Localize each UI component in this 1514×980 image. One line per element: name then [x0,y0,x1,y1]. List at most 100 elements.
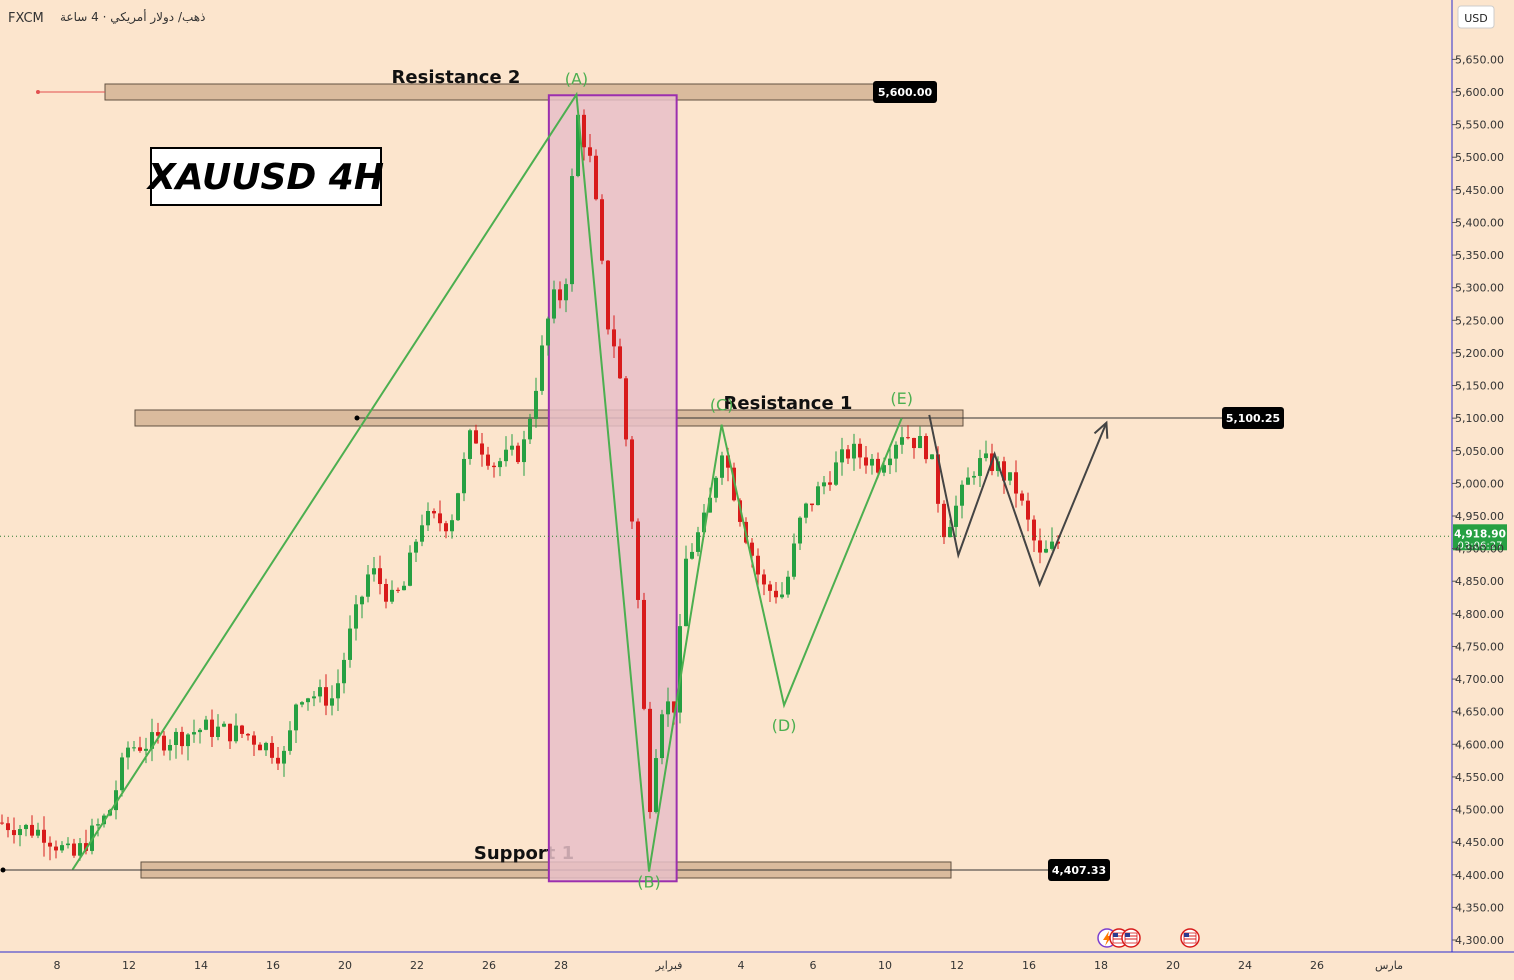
candle [216,714,220,741]
candle [666,687,670,727]
candle-body [270,742,274,758]
candle-body [0,822,4,824]
time-tick-label: 12 [122,959,136,972]
candle [828,471,832,491]
price-tick-label: 5,650.00 [1455,53,1504,66]
candle [282,746,286,777]
candle-body [378,568,382,585]
candle [858,438,862,469]
candle [306,697,310,711]
candle [1026,492,1030,532]
candle [210,709,214,747]
candle-body [564,284,568,301]
candle [486,446,490,470]
candle-body [948,526,952,538]
price-tick-label: 4,350.00 [1455,901,1504,914]
candle-body [684,558,688,627]
candle-body [816,486,820,506]
event-icons[interactable] [1097,928,1200,948]
currency-selector[interactable] [1457,5,1495,29]
zone-price-tag-text: 4,407.33 [1052,864,1106,877]
zone-label: Resistance 2 [392,67,521,88]
candle [324,674,328,716]
price-tick-label: 4,950.00 [1455,510,1504,523]
candle-body [252,735,256,745]
symbol-description: ذهب/ دولار أمريكي · 4 ساعة [60,9,205,25]
candle-body [642,599,646,709]
candle [294,703,298,743]
candle-body [330,698,334,706]
candle-body [900,437,904,445]
candle [366,565,370,603]
candle [840,437,844,476]
time-tick-label: 8 [54,959,61,972]
candle [564,278,568,313]
candle [534,377,538,428]
candle-body [534,390,538,419]
candle-body [600,199,604,261]
candle [552,280,556,324]
candle [450,514,454,539]
candle-body [918,436,922,449]
candle [384,578,388,609]
candle-body [324,687,328,706]
time-tick-label: 10 [878,959,892,972]
candle [1050,527,1054,551]
candle-body [588,147,592,156]
candle [300,701,304,708]
price-tick-label: 4,650.00 [1455,706,1504,719]
candle-body [468,430,472,459]
candle [822,476,826,495]
currency-label[interactable]: USD [1464,12,1488,25]
candle-body [360,596,364,605]
current-price-tag [1453,524,1507,551]
candle [966,467,970,485]
candle-body [222,723,226,727]
us-flag-icon[interactable] [1121,928,1141,948]
candle [408,545,412,587]
candle [1044,540,1048,554]
candle-body [264,742,268,751]
us-flag-icon[interactable] [1180,928,1200,948]
candle-body [858,443,862,458]
candle-body [690,551,694,559]
candle [132,741,136,752]
time-axis: 8 12 14 16 20 22 26 28 فبراير 4 6 10 12 16 18 20 24 26 مار… [0,951,1514,972]
candle [180,726,184,755]
price-tick-label: 4,450.00 [1455,836,1504,849]
candle [396,587,400,594]
candle [606,259,610,335]
candle [1008,472,1012,486]
candle-body [930,454,934,460]
candle-body [336,683,340,699]
candle-body [36,829,40,836]
candle-body [558,289,562,301]
candle-body [492,465,496,468]
time-tick-label: 20 [1166,959,1180,972]
candle-body [300,702,304,705]
candle [792,533,796,580]
time-tick-label: 4 [738,959,745,972]
candle-body [924,436,928,460]
candle-body [792,543,796,577]
candle [516,442,520,464]
candle [612,315,616,359]
candle [636,518,640,609]
candle-body [966,477,970,485]
candle-body [876,458,880,473]
candle [438,500,442,532]
candle-body [390,589,394,602]
candle-body [648,708,652,813]
candle-body [444,523,448,532]
chart-title-box: XAUUSD 4H [146,147,384,206]
candle-body [204,719,208,730]
candle [468,428,472,465]
candle [312,690,316,707]
candle [1032,515,1036,553]
candle-body [750,542,754,556]
candle [618,338,622,380]
candle [924,433,928,464]
price-tick-label: 5,150.00 [1455,380,1504,393]
price-tick-label: 5,450.00 [1455,184,1504,197]
